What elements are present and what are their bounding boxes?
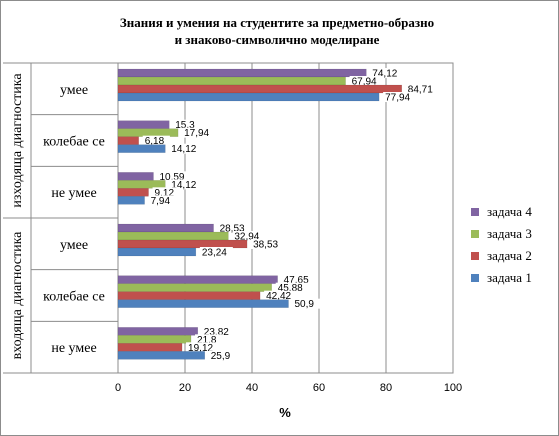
data-label: 84,71 <box>408 85 433 96</box>
bar <box>117 188 149 197</box>
data-label-background <box>157 171 191 182</box>
data-label-background <box>169 143 203 154</box>
bar <box>117 247 197 257</box>
bar <box>117 335 192 344</box>
data-label: 14,12 <box>171 144 196 155</box>
diagnostic-group-label: изходяща диагностика <box>10 73 25 208</box>
data-label: 15,3 <box>175 120 195 131</box>
data-label: 50,9 <box>295 299 315 310</box>
data-label: 77,94 <box>385 93 410 104</box>
data-label: 9,12 <box>155 188 175 199</box>
data-label-background <box>208 350 236 361</box>
category-label: умее <box>60 238 88 253</box>
data-label-background <box>182 127 216 138</box>
data-label: 14,12 <box>171 180 196 191</box>
category-label: умее <box>60 83 88 98</box>
bar <box>117 299 289 308</box>
bar <box>117 327 199 336</box>
legend-swatch <box>471 230 479 238</box>
bar <box>117 172 154 181</box>
data-label-background <box>370 68 404 78</box>
legend-entry: задача 3 <box>487 226 532 241</box>
legend-entry: задача 4 <box>487 204 532 219</box>
data-label: 32,94 <box>234 232 259 243</box>
data-label-background <box>217 223 251 233</box>
data-label-background <box>383 92 417 102</box>
data-label: 6,18 <box>145 136 165 147</box>
diagnostic-group-label: входяща диагностика <box>10 231 25 360</box>
data-label-background <box>142 135 170 146</box>
data-label: 74,12 <box>372 69 397 80</box>
data-label: 23,24 <box>202 248 227 259</box>
bar <box>117 84 403 94</box>
data-label-background <box>405 84 439 94</box>
bar <box>117 76 346 86</box>
data-label: 25,9 <box>211 351 231 362</box>
data-label: 67,94 <box>352 77 377 88</box>
data-label-background <box>169 179 203 190</box>
data-label-background <box>148 195 176 206</box>
data-label: 38,53 <box>253 240 278 251</box>
legend-swatch <box>471 252 479 260</box>
data-label-background <box>264 290 298 301</box>
data-label: 47,65 <box>284 275 309 286</box>
data-label: 7,94 <box>151 196 171 207</box>
data-label: 28,53 <box>220 224 245 235</box>
x-tick-label-20: 20 <box>179 382 191 394</box>
data-label: 10,59 <box>159 172 184 183</box>
data-label: 19,12 <box>188 343 213 354</box>
x-tick-label-80: 80 <box>380 382 392 394</box>
bar <box>117 231 229 241</box>
data-label-background <box>349 76 383 86</box>
legend-swatch <box>471 208 479 216</box>
x-tick-label-100: 100 <box>444 382 462 394</box>
data-label-background <box>232 231 266 241</box>
bar <box>117 144 166 153</box>
bar <box>117 239 248 249</box>
data-label-background <box>251 239 285 249</box>
legend-entry: задача 1 <box>487 270 532 285</box>
data-label-background <box>173 119 201 130</box>
x-tick-label-60: 60 <box>313 382 325 394</box>
data-label: 42,42 <box>266 291 291 302</box>
data-label: 45,88 <box>278 283 303 294</box>
x-tick-label-0: 0 <box>115 382 121 394</box>
bar <box>117 275 278 284</box>
data-label-background <box>186 342 220 353</box>
bar <box>117 343 183 352</box>
x-tick-label-40: 40 <box>246 382 258 394</box>
data-label-background <box>152 187 180 198</box>
bar <box>117 120 170 129</box>
data-label-background <box>281 274 315 285</box>
bar <box>117 196 145 205</box>
plot-area: 0 20 40 60 80 100 умее колебае се не умее умее кол… <box>3 62 532 394</box>
data-label: 17,94 <box>184 128 209 139</box>
chart-title-line-1: Знания и умения на студентите за предмет… <box>120 15 434 30</box>
bar <box>117 223 214 233</box>
x-axis-label: % <box>279 405 291 420</box>
bar <box>117 291 261 300</box>
data-label-background <box>292 298 320 309</box>
chart-title-line-2: и знаково-символично моделиране <box>175 32 380 47</box>
bar <box>117 68 367 78</box>
data-label: 21,8 <box>197 335 217 346</box>
plot-border <box>117 62 454 374</box>
data-label-background <box>199 247 233 257</box>
legend-entry: задача 2 <box>487 248 532 263</box>
category-label: не умее <box>51 186 96 201</box>
data-label-background <box>195 334 223 345</box>
bar <box>117 283 272 292</box>
bar <box>117 92 380 102</box>
legend-swatch <box>471 274 479 282</box>
category-label: колебае се <box>43 135 105 150</box>
bar <box>117 351 206 360</box>
data-label-background <box>275 282 309 293</box>
data-label-background <box>201 326 235 337</box>
data-label: 23,82 <box>204 327 229 338</box>
bar <box>117 136 139 145</box>
category-label: не умее <box>51 341 96 356</box>
category-label: колебае се <box>43 290 105 305</box>
